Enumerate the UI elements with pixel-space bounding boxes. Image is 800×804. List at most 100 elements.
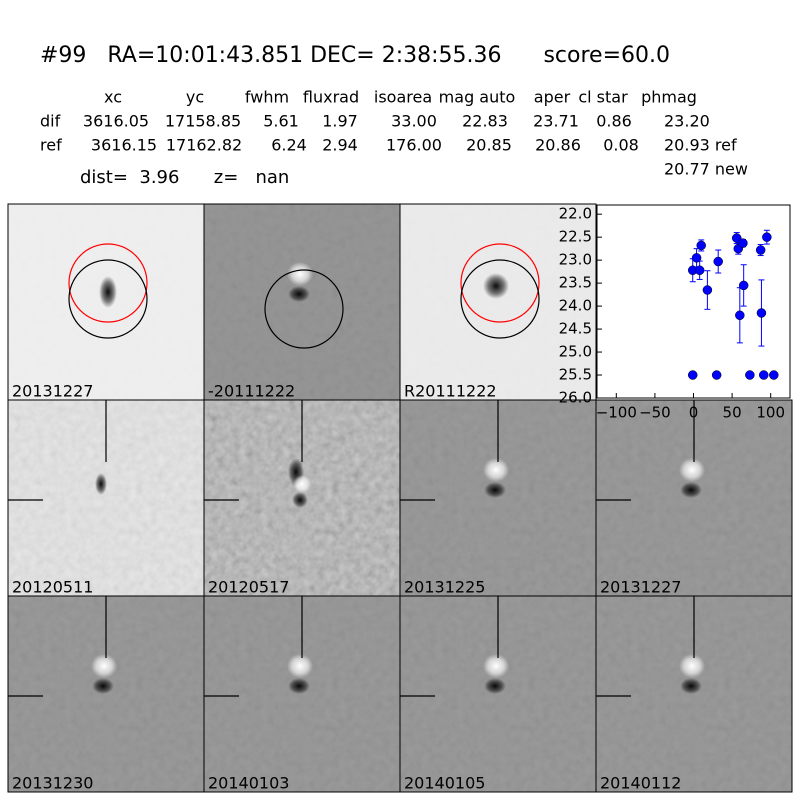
panel-label: 20131227 — [600, 578, 681, 597]
image-panel: 20120511 — [7, 399, 205, 597]
source-blob — [483, 654, 509, 678]
y-tick-label: 26.0 — [559, 389, 592, 407]
row-label: ref — [40, 136, 62, 155]
image-noise — [400, 204, 596, 400]
data-point — [687, 370, 698, 380]
title: #99 RA=10:01:43.851 DEC= 2:38:55.36 scor… — [40, 43, 670, 68]
panel-label: 20131230 — [12, 774, 93, 793]
table-cell: 20.93 ref — [664, 136, 737, 155]
data-point — [745, 370, 755, 380]
image-panel: R20111222 — [399, 203, 597, 401]
table-cell: 20.86 — [535, 136, 581, 155]
source-blob — [292, 492, 308, 508]
data-point — [759, 370, 769, 380]
table-cell: 17158.85 — [165, 112, 241, 131]
image-noise — [204, 204, 400, 400]
column-header: isoarea — [374, 88, 432, 107]
aperture-circle — [460, 243, 540, 323]
image-panel: 20131227 — [595, 399, 793, 597]
column-header: mag auto — [439, 88, 516, 107]
y-tick-label: 22.0 — [559, 205, 592, 223]
summary: dist= 3.96 z= nan — [80, 167, 289, 188]
column-header: aper — [534, 88, 571, 107]
source-blob — [484, 482, 506, 498]
source-blob — [679, 458, 705, 482]
table-cell: 5.61 — [263, 112, 299, 131]
column-header: yc — [186, 88, 204, 107]
image-panel: 20140112 — [595, 595, 793, 793]
data-point — [756, 308, 767, 318]
table-cell: 3616.15 — [91, 136, 157, 155]
image-panel: 20140103 — [203, 595, 401, 793]
source-blob — [288, 678, 310, 694]
panel-label: -20111222 — [208, 382, 295, 401]
data-point — [691, 253, 702, 263]
column-header: xc — [104, 88, 122, 107]
source-blob — [680, 678, 702, 694]
table-cell: 1.97 — [322, 112, 358, 131]
panel-label: R20111222 — [404, 382, 497, 401]
table-cell: 23.20 — [664, 112, 710, 131]
source-blob — [95, 473, 107, 495]
image-panel: 20120517 — [203, 399, 401, 597]
source-blob — [483, 273, 509, 299]
table-cell: 33.00 — [391, 112, 437, 131]
panel-label: 20140112 — [600, 774, 681, 793]
data-point — [702, 285, 713, 295]
image-panel: 20140105 — [399, 595, 597, 793]
source-blob — [99, 276, 117, 308]
x-tick-label: −100 — [596, 404, 637, 422]
plot-frame — [596, 204, 791, 399]
source-blob — [484, 678, 506, 694]
x-tick-label: 0 — [689, 404, 699, 422]
aperture-circle — [68, 259, 148, 339]
aperture-circle — [460, 259, 540, 339]
panel-label: 20131227 — [12, 382, 93, 401]
table-cell: 0.86 — [596, 112, 632, 131]
footnote: 20.77 new — [664, 160, 748, 179]
data-point — [696, 240, 706, 251]
data-point — [738, 238, 748, 248]
source-blob — [483, 458, 509, 482]
source-blob — [287, 262, 313, 286]
image-panel: 20131227 — [7, 203, 205, 401]
data-point — [769, 370, 779, 380]
y-tick-label: 23.0 — [559, 251, 592, 269]
y-tick-label: 24.0 — [559, 297, 592, 315]
source-blob — [288, 286, 310, 302]
data-point — [735, 310, 745, 321]
panel-label: 20120517 — [208, 578, 289, 597]
data-point — [713, 256, 723, 267]
column-header: phmag — [641, 88, 697, 107]
data-point — [762, 232, 772, 242]
table-cell: 0.08 — [603, 136, 639, 155]
source-blob — [679, 654, 705, 678]
y-tick-label: 23.5 — [559, 274, 592, 292]
data-point — [731, 233, 742, 243]
table-cell: 23.71 — [533, 112, 579, 131]
x-tick-label: −50 — [639, 404, 671, 422]
aperture-circle — [68, 243, 148, 323]
row-label: dif — [40, 112, 61, 131]
source-blob — [287, 654, 313, 678]
table-cell: 2.94 — [322, 136, 358, 155]
data-point — [694, 265, 705, 276]
table-cell: 6.24 — [271, 136, 307, 155]
x-tick-label: 50 — [723, 404, 742, 422]
y-tick-label: 24.5 — [559, 320, 592, 338]
source-blob — [92, 678, 114, 694]
x-tick-label: 100 — [756, 404, 785, 422]
column-header: fwhm — [245, 88, 289, 107]
data-point — [711, 370, 722, 380]
image-panel: 20131225 — [399, 399, 597, 597]
panel-label: 20140103 — [208, 774, 289, 793]
panel-label: 20131225 — [404, 578, 485, 597]
table-cell: 3616.05 — [83, 112, 149, 131]
panel-label: 20120511 — [12, 578, 93, 597]
aperture-circle — [264, 269, 344, 349]
y-tick-label: 25.0 — [559, 343, 592, 361]
source-blob — [680, 482, 702, 498]
image-panel: 20131230 — [7, 595, 205, 793]
